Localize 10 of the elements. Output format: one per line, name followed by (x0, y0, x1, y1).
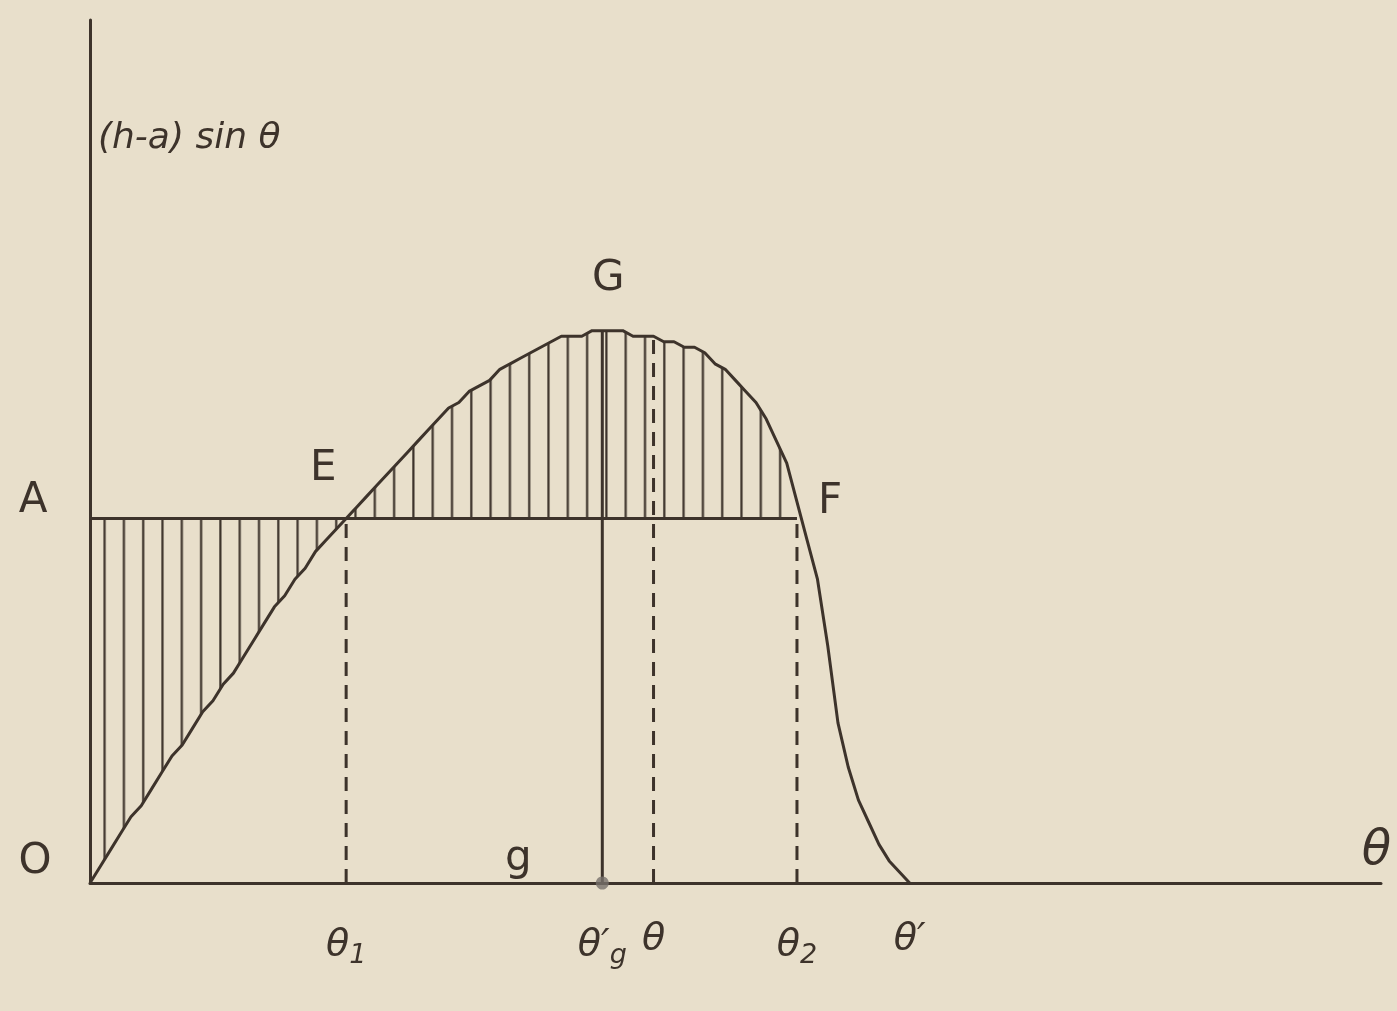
x-axis-title: θ (1361, 819, 1391, 875)
y-axis-title: (h-a) sin θ (98, 114, 281, 156)
series-label: A (18, 472, 48, 522)
text: O (18, 833, 52, 883)
x-tick-label: θ (641, 914, 666, 958)
annotation: g (504, 830, 532, 880)
annotation: F (817, 473, 843, 523)
x-tick-label: θ′ (893, 914, 926, 958)
annotation: G (592, 251, 625, 301)
annotation: E (309, 440, 337, 490)
